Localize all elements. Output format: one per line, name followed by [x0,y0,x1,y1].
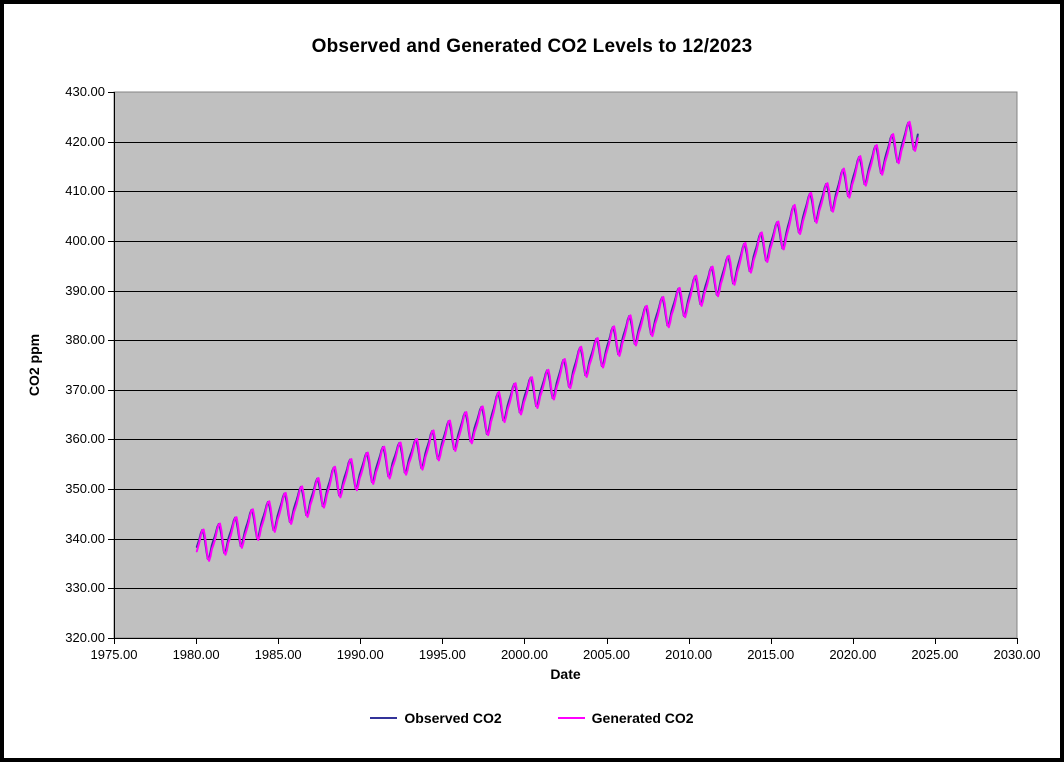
y-tick-label: 410.00 [65,183,105,199]
x-tick-label: 1990.00 [336,647,384,662]
chart-plot [108,91,1018,644]
observed-line-swatch-icon [370,717,398,719]
x-tick-label: 2005.00 [583,647,631,662]
x-tick-label: 2025.00 [911,647,959,662]
x-tick-label: 1995.00 [418,647,466,662]
y-tick-label: 370.00 [65,381,105,397]
generated-line-swatch-icon [557,717,585,719]
legend-label-generated: Generated CO2 [591,710,694,726]
legend-entry-observed: Observed CO2 [370,710,502,726]
y-tick-label: 350.00 [65,481,105,497]
x-tick-label: 2000.00 [500,647,548,662]
legend: Observed CO2 Generated CO2 [4,710,1060,726]
x-tick-label: 1980.00 [172,647,220,662]
y-tick-label: 320.00 [65,630,105,645]
generated-co2-line [195,120,919,562]
x-tick-label: 2030.00 [993,647,1041,662]
y-axis-title: CO2 ppm [26,333,42,397]
y-tick-label: 390.00 [65,282,105,298]
legend-label-observed: Observed CO2 [404,710,502,726]
x-tick-label: 2015.00 [747,647,795,662]
y-tick-label: 420.00 [65,133,105,149]
x-axis-title: Date [550,666,581,682]
y-tick-label: 360.00 [65,431,105,447]
x-tick-label: 1985.00 [254,647,302,662]
legend-entry-generated: Generated CO2 [557,710,694,726]
x-tick-label: 2020.00 [829,647,877,662]
y-tick-label: 340.00 [65,530,105,546]
y-tick-label: 380.00 [65,332,105,348]
y-tick-label: 430.00 [65,84,105,99]
x-tick-label: 1975.00 [90,647,138,662]
y-tick-label: 400.00 [65,232,105,248]
x-tick-label: 2010.00 [665,647,713,662]
chart-title: Observed and Generated CO2 Levels to 12/… [311,36,753,57]
y-tick-label: 330.00 [65,580,105,596]
